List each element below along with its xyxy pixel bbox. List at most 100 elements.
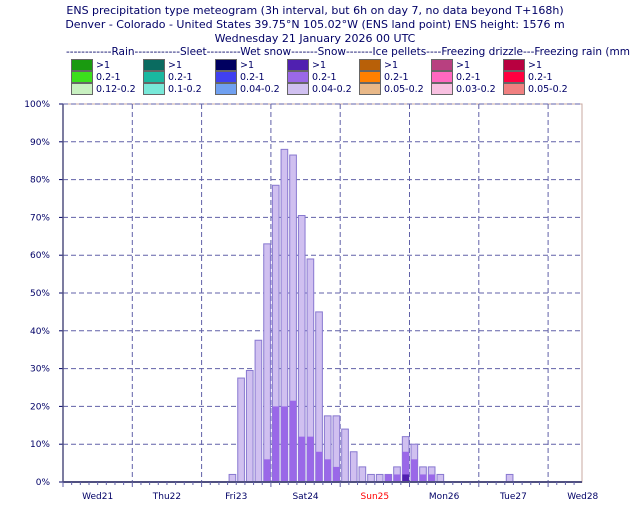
y-tick-label: 50% — [30, 289, 50, 299]
legend-label: 0.05-0.2 — [528, 83, 568, 95]
y-tick-label: 0% — [36, 478, 51, 488]
bar-segment — [358, 466, 367, 483]
y-tick-label: 100% — [24, 100, 50, 110]
bar-segment — [254, 339, 263, 483]
legend-item: >1 — [71, 59, 110, 71]
bar-segment — [324, 459, 332, 482]
legend-swatch — [143, 83, 165, 95]
bar-segment — [436, 473, 445, 483]
bar-segment — [367, 473, 375, 483]
y-tick-label: 10% — [30, 440, 50, 450]
legend-swatch — [359, 59, 381, 71]
legend-label: >1 — [240, 59, 255, 71]
legend-item: >1 — [431, 59, 470, 71]
bar-segment — [315, 451, 323, 482]
legend-label: 0.2-1 — [96, 71, 121, 83]
legend-item: 0.04-0.2 — [215, 83, 280, 95]
legend-item: 0.2-1 — [143, 71, 193, 83]
bar-segment — [375, 473, 384, 483]
legend-item: >1 — [143, 59, 182, 71]
x-tick-label: Sat24 — [292, 492, 318, 502]
x-tick-label: Wed28 — [567, 492, 598, 502]
legend-label: >1 — [168, 59, 183, 71]
legend-header: ------------Rain------------Sleet-------… — [66, 46, 630, 58]
bar-segment — [402, 451, 409, 482]
bar-segment — [228, 473, 237, 483]
y-tick-label: 60% — [30, 251, 50, 261]
legend-label: 0.2-1 — [312, 71, 337, 83]
bar-segment — [411, 459, 418, 482]
bar-segment — [333, 466, 340, 482]
legend-swatch — [287, 59, 309, 71]
legend-swatch — [431, 59, 453, 71]
legend-item: >1 — [215, 59, 254, 71]
bar-segment — [281, 406, 288, 482]
legend-swatch — [287, 83, 309, 95]
x-tick-label: Wed21 — [82, 492, 113, 502]
legend-item: >1 — [287, 59, 326, 71]
date-subtitle: Wednesday 21 January 2026 00 UTC — [214, 32, 416, 45]
x-tick-label: Thu22 — [152, 492, 181, 502]
bar-segment — [307, 436, 314, 482]
legend-label: 0.2-1 — [168, 71, 193, 83]
legend-item: 0.03-0.2 — [431, 83, 496, 95]
bar-segment — [289, 400, 297, 482]
legend-swatch — [215, 83, 237, 95]
legend-swatch — [215, 71, 237, 83]
legend-item: 0.05-0.2 — [359, 83, 424, 95]
legend-item: 0.2-1 — [287, 71, 337, 83]
bar-segment — [402, 474, 409, 482]
bar-segment — [272, 406, 280, 482]
legend-label: 0.2-1 — [384, 71, 409, 83]
legend-item: 0.05-0.2 — [503, 83, 568, 95]
legend-label: 0.05-0.2 — [384, 83, 424, 95]
legend-label: >1 — [96, 59, 111, 71]
x-tick-label: Tue27 — [499, 492, 527, 502]
legend-item: 0.2-1 — [503, 71, 553, 83]
legend-swatch — [431, 83, 453, 95]
legend-label: >1 — [312, 59, 327, 71]
y-tick-label: 30% — [30, 365, 50, 375]
legend-item: >1 — [503, 59, 542, 71]
legend-label: 0.2-1 — [456, 71, 481, 83]
legend-item: 0.2-1 — [215, 71, 265, 83]
legend-item: 0.1-0.2 — [143, 83, 202, 95]
legend-label: 0.1-0.2 — [168, 83, 202, 95]
legend-label: 0.04-0.2 — [240, 83, 280, 95]
legend-item: 0.04-0.2 — [287, 83, 352, 95]
legend-swatch — [215, 59, 237, 71]
chart-title: ENS precipitation type meteogram (3h int… — [66, 4, 564, 17]
legend-swatch — [431, 71, 453, 83]
legend-swatch — [287, 71, 309, 83]
bar-segment — [263, 243, 271, 483]
location-subtitle: Denver - Colorado - United States 39.75°… — [65, 18, 565, 31]
bar-segment — [263, 459, 271, 482]
legend-label: 0.03-0.2 — [456, 83, 496, 95]
bar-segment — [349, 451, 358, 483]
legend-swatch — [71, 59, 93, 71]
legend-label: >1 — [456, 59, 471, 71]
legend-swatch — [71, 83, 93, 95]
legend-label: 0.04-0.2 — [312, 83, 352, 95]
legend-swatch — [143, 59, 165, 71]
legend-item: >1 — [359, 59, 398, 71]
legend-item: 0.12-0.2 — [71, 83, 136, 95]
legend-label: 0.2-1 — [240, 71, 265, 83]
y-tick-label: 20% — [30, 402, 50, 412]
y-tick-label: 90% — [30, 138, 50, 148]
x-tick-label: Sun25 — [361, 492, 390, 502]
legend-label: >1 — [384, 59, 399, 71]
bar-segment — [298, 436, 306, 482]
legend-swatch — [359, 71, 381, 83]
legend-item: 0.2-1 — [431, 71, 481, 83]
y-tick-label: 40% — [30, 327, 50, 337]
legend-swatch — [359, 83, 381, 95]
legend-label: 0.2-1 — [528, 71, 553, 83]
legend-label: >1 — [528, 59, 543, 71]
legend-swatch — [503, 59, 525, 71]
legend-swatch — [71, 71, 93, 83]
x-tick-label: Fri23 — [225, 492, 247, 502]
legend-item: 0.2-1 — [71, 71, 121, 83]
bar-segment — [419, 474, 427, 482]
